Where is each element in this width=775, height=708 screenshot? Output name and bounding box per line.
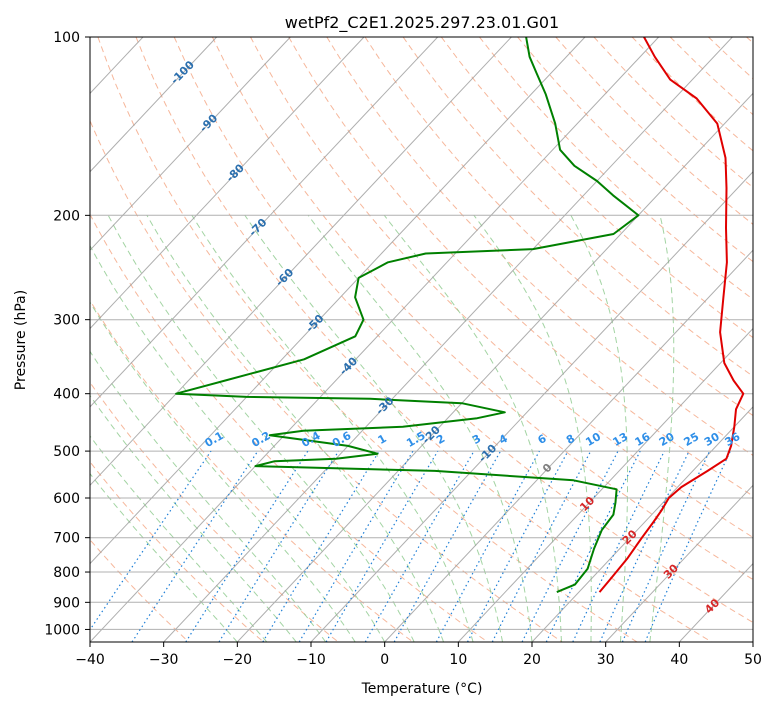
isotherm-line [310,171,753,642]
dewpoint-profile [175,37,640,594]
isotherm-line [90,37,586,565]
isotherm-line [90,37,512,487]
moist-adiabat [90,244,386,642]
dry-adiabat [97,37,638,642]
dry-adiabat [90,539,190,642]
y-axis: 100 200 300 400 500 600 700 800 900 1000 [44,30,90,638]
moist-adiabat [90,350,327,642]
dry-adiabat [90,381,339,642]
y-axis-label: Pressure (hPa) [13,290,29,390]
dry-adiabat [90,461,264,642]
moist-adiabat [146,215,445,642]
x-axis-label: Temperature (°C) [361,681,483,697]
dry-adiabat [288,37,753,497]
mixing-ratio-line [435,450,540,642]
mixing-ratio-line [545,450,641,642]
moist-adiabat [90,472,238,642]
plot-area: -100-90-80-70-60-50-40-30-20-10010203040… [90,37,753,642]
isotherm-line [90,37,365,330]
y-tick-label: 500 [53,444,80,460]
y-tick-label: 1000 [44,622,80,638]
x-tick-label: 30 [597,652,615,668]
x-tick-label: −10 [296,652,326,668]
x-axis: −40 −30 −20 −10 0 10 20 30 40 50 [75,642,762,668]
moist-adiabat [107,215,415,642]
isotherm-line [90,37,291,251]
isotherm-line [605,484,753,642]
x-tick-label: 40 [670,652,688,668]
x-tick-label: −30 [149,652,179,668]
mixing-ratio-line [185,450,309,642]
x-tick-label: 0 [380,652,389,668]
moist-adiabat [570,215,628,642]
isotherm-line [90,37,660,642]
dry-adiabat [440,37,753,339]
y-tick-label: 400 [53,387,80,403]
isotherm-line [236,92,753,642]
mixing-ratio-line [218,450,340,642]
y-tick-label: 800 [53,565,80,581]
mixing-ratio-line [131,450,259,642]
y-tick-label: 700 [53,531,80,547]
moist-adiabat [244,215,503,642]
isotherm-line [384,249,753,642]
moist-adiabat [307,215,533,642]
dry-adiabat [402,37,753,377]
isotherm-line [90,37,439,408]
mixing-ratio-line [262,450,380,642]
x-tick-label: −40 [75,652,105,668]
isotherm-line [457,327,753,642]
temperature-profile [598,37,745,593]
chart-title: wetPf2_C2E1.2025.297.23.01.G01 [285,13,559,33]
moist-adiabat [383,214,562,642]
plot-content: -100-90-80-70-60-50-40-30-20-10010203040… [90,37,753,642]
y-tick-label: 900 [53,595,80,611]
mixing-ratio-line [90,450,212,631]
isotherm-line [90,37,218,173]
plot-frame [89,36,754,643]
x-tick-label: 50 [744,652,762,668]
y-tick-label: 600 [53,491,80,507]
y-tick-label: 300 [53,313,80,329]
x-tick-label: 10 [449,652,467,668]
x-tick-label: 20 [523,652,541,668]
x-tick-label: −20 [223,652,253,668]
dry-adiabat [364,37,753,417]
dry-adiabat [479,37,753,300]
dry-adiabat [173,37,753,624]
moist-adiabat [90,301,356,642]
dry-adiabat [90,119,563,642]
mixing-ratio-line [298,450,414,642]
moist-adiabat [649,215,675,642]
isotherm-line [163,37,733,642]
y-tick-label: 200 [53,208,80,224]
mixing-ratio-line [599,450,690,642]
dry-adiabat [90,213,488,642]
y-tick-label: 100 [53,30,80,46]
mixing-ratio-line [325,450,439,642]
isotherm-line [531,406,753,642]
moist-adiabat [191,215,474,642]
mixing-ratio-line [572,450,665,642]
mixing-ratio-line [466,450,569,642]
